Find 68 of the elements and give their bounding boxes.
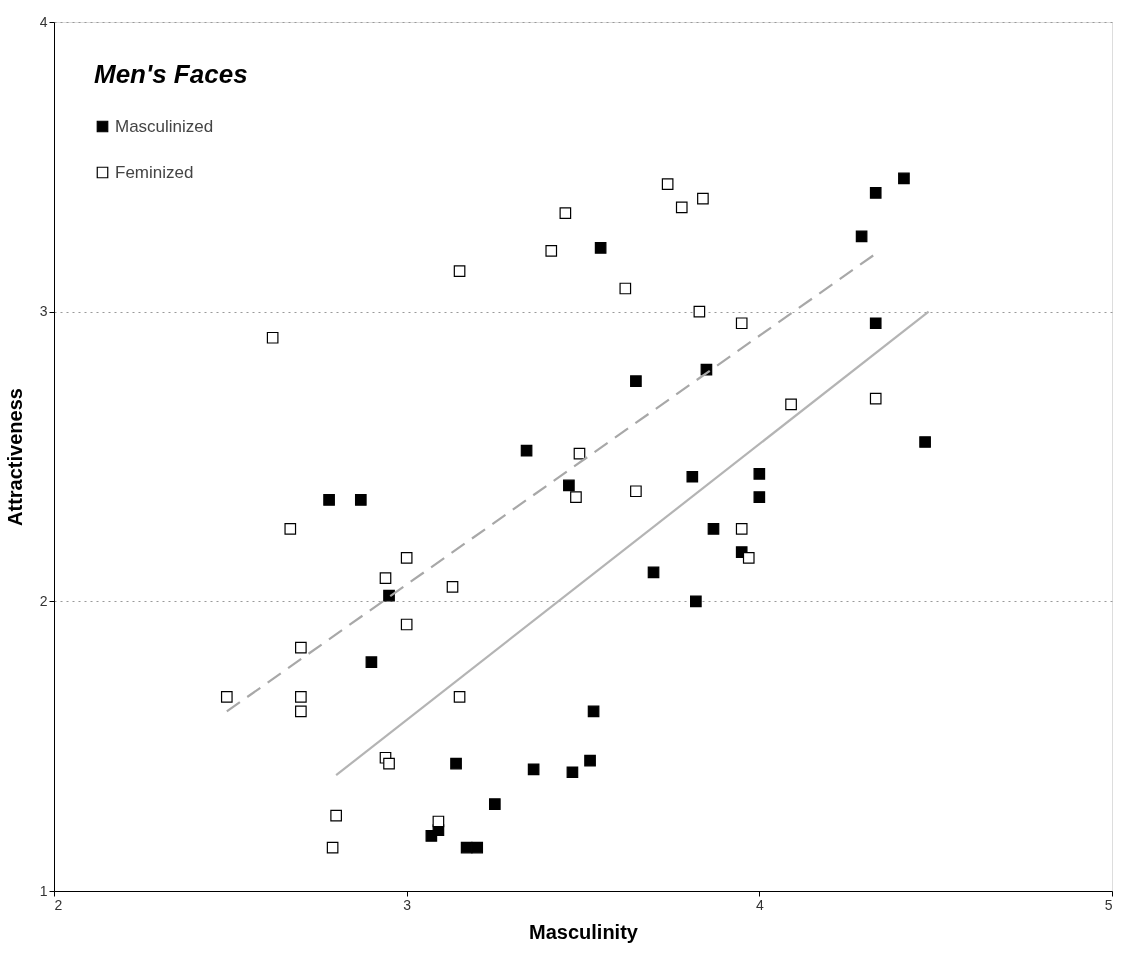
point [471, 841, 484, 854]
point [266, 331, 279, 344]
point [742, 552, 755, 564]
point [697, 192, 709, 205]
point [284, 523, 297, 535]
point [675, 201, 688, 214]
point [330, 809, 342, 822]
point [686, 470, 699, 483]
point [898, 172, 910, 185]
x-tick-label: 5 [1104, 896, 1113, 913]
point [383, 757, 395, 770]
point [594, 242, 607, 254]
point [587, 705, 600, 718]
legend-label: Masculinized [115, 116, 214, 136]
point [432, 815, 445, 828]
x-tick-label: 4 [755, 896, 764, 913]
point [400, 552, 413, 564]
point [400, 618, 413, 631]
point [379, 572, 392, 584]
legend-label: Feminized [115, 162, 194, 182]
point [326, 841, 339, 854]
point [661, 178, 674, 191]
x-tick-label: 3 [403, 896, 412, 913]
point [365, 656, 378, 669]
point [707, 523, 720, 535]
point [563, 479, 575, 492]
point [753, 468, 766, 480]
point [630, 485, 642, 498]
point [354, 494, 367, 506]
point [295, 691, 307, 703]
point [735, 523, 748, 535]
point [527, 763, 540, 776]
x-axis-title: Masculinity [529, 920, 639, 943]
point [570, 491, 582, 503]
point [869, 392, 882, 405]
point [450, 757, 462, 770]
point [919, 436, 931, 448]
point [520, 444, 533, 457]
point [693, 305, 706, 318]
point [690, 595, 702, 608]
point [220, 691, 233, 703]
point [869, 187, 882, 199]
point [753, 491, 766, 503]
y-tick-label: 3 [39, 303, 48, 320]
point [855, 230, 868, 243]
point [735, 317, 748, 330]
point [566, 766, 579, 779]
point [295, 641, 307, 654]
point [323, 494, 335, 506]
y-tick-label: 2 [39, 592, 48, 609]
point [295, 705, 307, 718]
point [446, 581, 459, 593]
y-axis-title: Attractiveness [3, 388, 26, 526]
point [785, 398, 797, 411]
point [584, 754, 596, 767]
y-tick-label: 4 [39, 13, 48, 30]
point [488, 798, 501, 810]
y-tick-label: 1 [39, 882, 48, 899]
point [559, 207, 572, 220]
point [453, 265, 466, 277]
point [630, 375, 642, 388]
point [453, 691, 466, 703]
point [869, 317, 882, 330]
legend-title: Men's Faces [94, 59, 248, 89]
point [619, 282, 632, 295]
x-tick-label: 2 [54, 896, 63, 913]
point [647, 566, 660, 579]
point [545, 244, 558, 257]
